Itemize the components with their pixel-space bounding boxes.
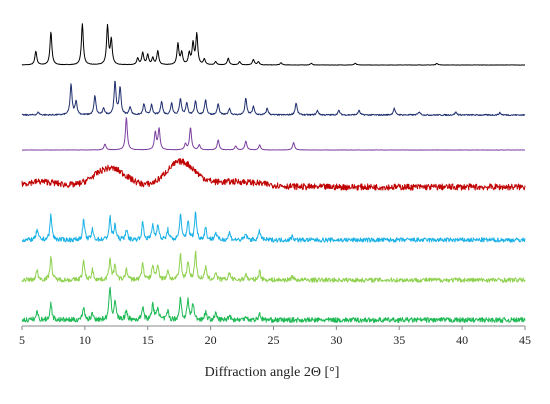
x-tick-label: 20: [205, 333, 217, 347]
x-tick-label: 30: [330, 333, 342, 347]
series-trace-2: [21, 80, 526, 117]
x-tick-label: 15: [142, 333, 154, 347]
x-ticks-group: 5 10 15 20 25 30 35 40 45: [19, 326, 531, 347]
x-axis-title: Diffraction angle 2Θ [°]: [205, 365, 340, 380]
series-trace-1: [21, 23, 526, 66]
x-tick-label: 35: [393, 333, 405, 347]
x-tick-label: 40: [456, 333, 468, 347]
series-trace-5: [21, 211, 526, 243]
x-tick-label: 25: [268, 333, 280, 347]
series-trace-3: [21, 117, 526, 151]
traces-group: [21, 23, 526, 323]
series-trace-4: [21, 158, 526, 191]
x-tick-label: 5: [19, 333, 25, 347]
series-trace-7: [21, 286, 526, 323]
x-tick-label: 10: [79, 333, 91, 347]
series-trace-6: [21, 250, 526, 283]
x-tick-label: 45: [519, 333, 531, 347]
